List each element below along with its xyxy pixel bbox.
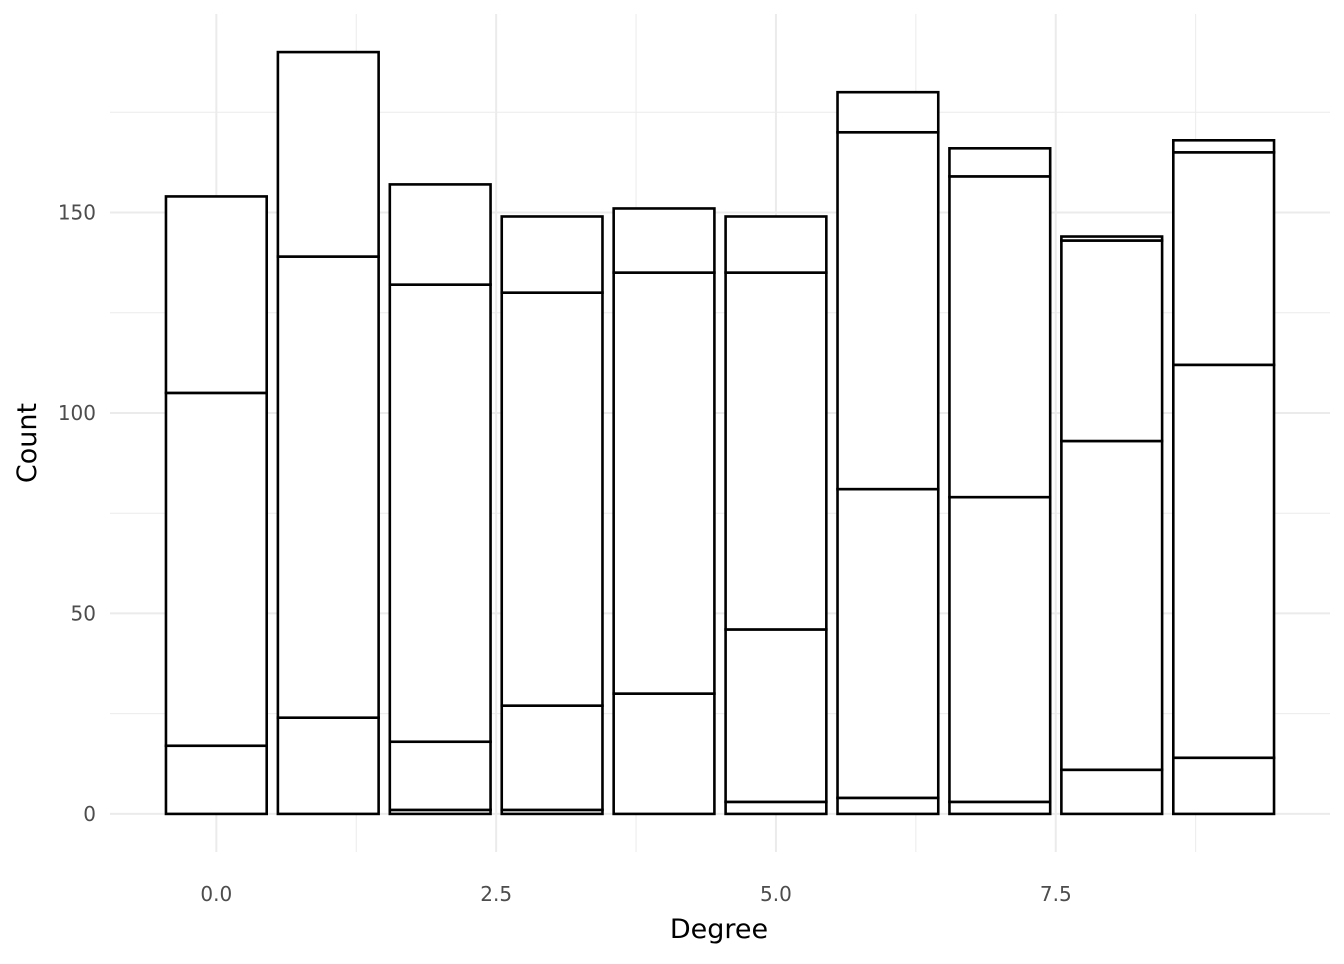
bar-segment <box>612 271 716 695</box>
bar-segment <box>948 175 1052 499</box>
bar-segment <box>836 796 940 816</box>
bar-segment <box>724 800 828 816</box>
y-axis-title: Count <box>12 403 43 483</box>
bar-segment <box>500 291 604 707</box>
bar-segment <box>836 487 940 800</box>
bar-segment <box>164 391 268 748</box>
bar-segment <box>1172 139 1276 154</box>
x-tick-label: 5.0 <box>760 882 792 906</box>
x-tick-label: 7.5 <box>1040 882 1072 906</box>
bars <box>164 50 1276 816</box>
tick-labels: 0.0 2.5 5.0 7.5 0 50 100 150 <box>58 200 1072 906</box>
bar-segment <box>612 207 716 274</box>
bar-segment <box>612 692 716 816</box>
bar-segment <box>1060 768 1164 816</box>
bar-segment <box>836 130 940 491</box>
bar-segment <box>500 215 604 294</box>
y-tick-label: 100 <box>58 401 96 425</box>
bar-segment <box>724 271 828 631</box>
x-tick-label: 2.5 <box>480 882 512 906</box>
bar-segment <box>1060 235 1164 242</box>
bar-segment <box>724 215 828 274</box>
x-axis-title: Degree <box>670 914 768 945</box>
bar-segment <box>164 744 268 816</box>
bar-segment <box>836 90 940 134</box>
bar-segment <box>388 183 492 286</box>
bar-segment <box>948 495 1052 804</box>
bar-segment <box>164 195 268 395</box>
bar-segment <box>1060 439 1164 772</box>
bar-segment <box>948 800 1052 816</box>
bar-segment <box>500 704 604 812</box>
bar-segment <box>1172 151 1276 367</box>
bar-segment <box>1060 239 1164 443</box>
bar-segment <box>388 283 492 744</box>
bar-segment <box>276 50 380 258</box>
bar-segment <box>1172 756 1276 816</box>
y-tick-label: 150 <box>58 200 96 224</box>
bar-segment <box>276 255 380 719</box>
bar-segment <box>388 740 492 812</box>
y-tick-label: 0 <box>83 802 96 826</box>
x-tick-label: 0.0 <box>200 882 232 906</box>
bar-segment <box>276 716 380 816</box>
y-tick-label: 50 <box>71 601 96 625</box>
bar-segment <box>724 628 828 804</box>
bar-segment <box>948 147 1052 178</box>
bar-segment <box>1172 363 1276 760</box>
